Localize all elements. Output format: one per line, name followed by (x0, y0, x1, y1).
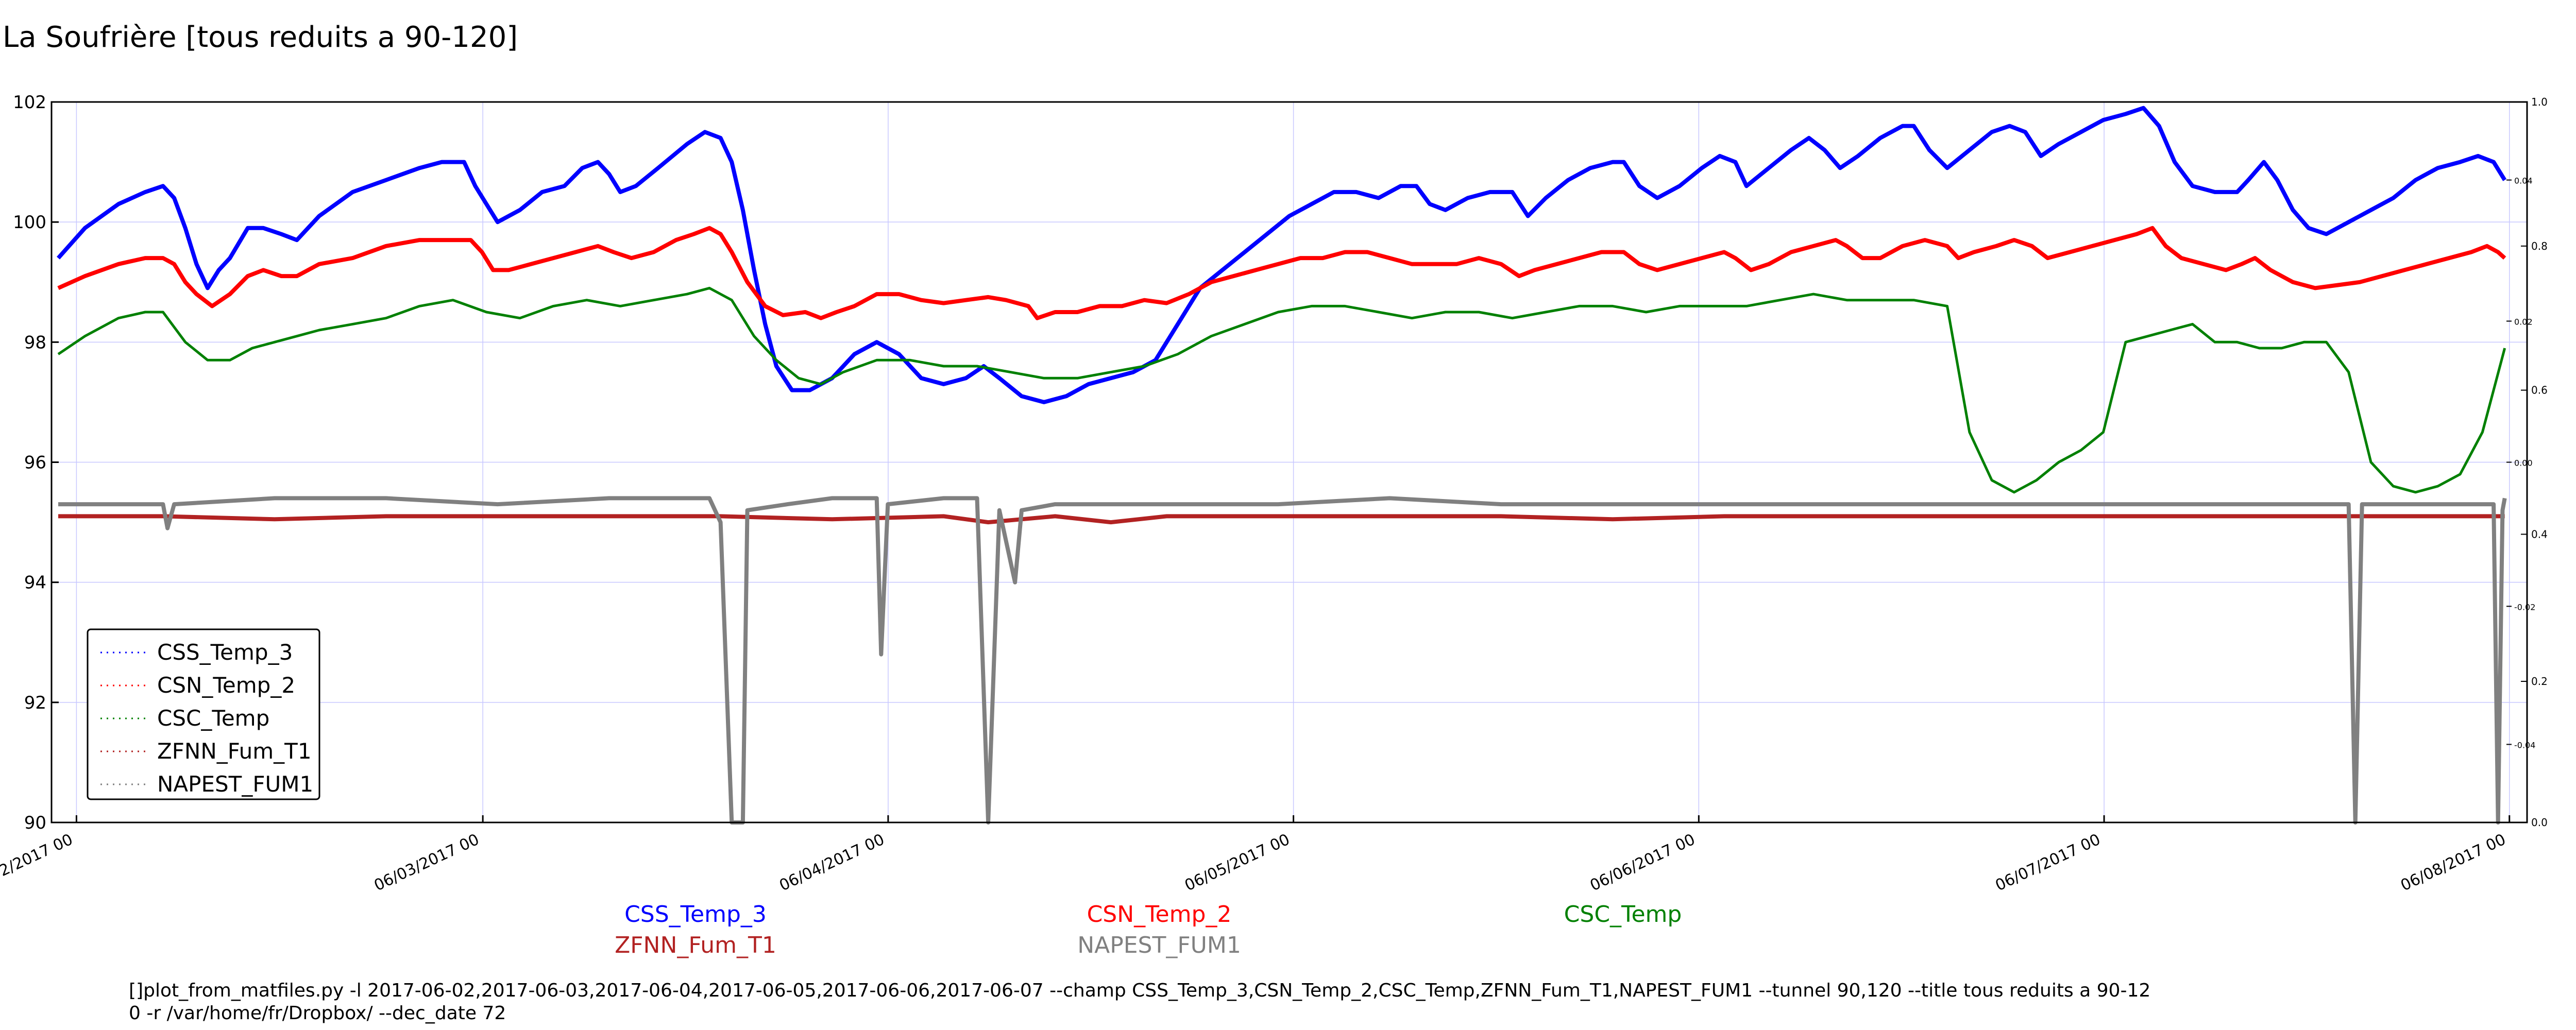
y-tick-label: 92 (24, 693, 46, 713)
bottom-label: CSC_Temp (1564, 901, 1682, 928)
legend: CSS_Temp_3 CSN_Temp_2 CSC_Temp ZFNN_Fum_T1 N… (87, 628, 320, 800)
y-tick-label: 90 (24, 813, 46, 833)
legend-label: CSC_Temp (157, 706, 269, 731)
right-tick-label: 0.4 (2531, 528, 2548, 540)
right-tick-label: 0.8 (2531, 240, 2548, 252)
y-tick-label: 96 (24, 453, 46, 473)
inner-tick-label: 0.00 (2514, 458, 2533, 468)
series-line-CSN_Temp_2 (57, 226, 2506, 320)
legend-label: NAPEST_FUM1 (157, 771, 313, 797)
series-line-CSS_Temp_3 (57, 106, 2507, 404)
inner-tick-label: 0.04 (2514, 176, 2533, 186)
x-tick-label: 06/08/2017 00 (2398, 831, 2509, 895)
bottom-label: CSS_Temp_3 (624, 901, 767, 928)
series-layer (57, 106, 2507, 825)
legend-label: ZFNN_Fum_T1 (157, 739, 312, 764)
legend-label: CSS_Temp_3 (157, 640, 293, 665)
series-line-ZFNN_Fum_T1 (58, 514, 2505, 525)
x-tick-label: 06/02/2017 00 (0, 831, 76, 895)
x-tick-label: 06/05/2017 00 (1182, 831, 1293, 895)
right-tick-label: 0.0 (2531, 816, 2548, 829)
right-tick-label: 1.0 (2531, 96, 2548, 108)
inner-tick-label: 0.02 (2514, 317, 2533, 327)
command-line-text: 0 -r /var/home/fr/Dropbox/ --dec_date 72 (129, 1003, 506, 1024)
bottom-label: ZFNN_Fum_T1 (615, 932, 776, 958)
bottom-label: NAPEST_FUM1 (1077, 932, 1241, 958)
axes: 90 92 94 96 98 100 102 06/02/2017 00 06/03/2017 … (0, 92, 2548, 895)
x-tick-label: 06/07/2017 00 (1993, 831, 2104, 895)
bottom-labels: CSS_Temp_3 CSN_Temp_2 CSC_Temp ZFNN_Fum_T1 N… (615, 901, 1682, 958)
y-tick-label: 94 (24, 573, 46, 593)
series-line-NAPEST_FUM1 (58, 496, 2507, 825)
inner-tick-label: -0.02 (2514, 602, 2535, 612)
x-tick-label: 06/04/2017 00 (777, 831, 888, 895)
legend-label: CSN_Temp_2 (157, 673, 295, 698)
grid (52, 101, 2527, 823)
y-tick-label: 100 (13, 212, 46, 233)
series-line-CSC_Temp (57, 286, 2506, 494)
command-line: []plot_from_matfiles.py -l 2017-06-02,20… (129, 980, 2150, 1024)
x-tick-label: 06/06/2017 00 (1587, 831, 1698, 895)
x-tick-label: 06/03/2017 00 (371, 831, 482, 895)
bottom-label: CSN_Temp_2 (1087, 901, 1232, 928)
right-tick-label: 0.6 (2531, 384, 2548, 397)
legend-box (87, 628, 320, 800)
right-tick-label: 0.2 (2531, 675, 2548, 688)
y-tick-label: 98 (24, 332, 46, 353)
inner-tick-label: -0.04 (2514, 740, 2535, 750)
y-tick-label: 102 (13, 92, 46, 113)
page-title: La Soufrière [tous reduits a 90-120] (3, 21, 518, 54)
command-line-text: []plot_from_matfiles.py -l 2017-06-02,20… (129, 980, 2150, 1001)
